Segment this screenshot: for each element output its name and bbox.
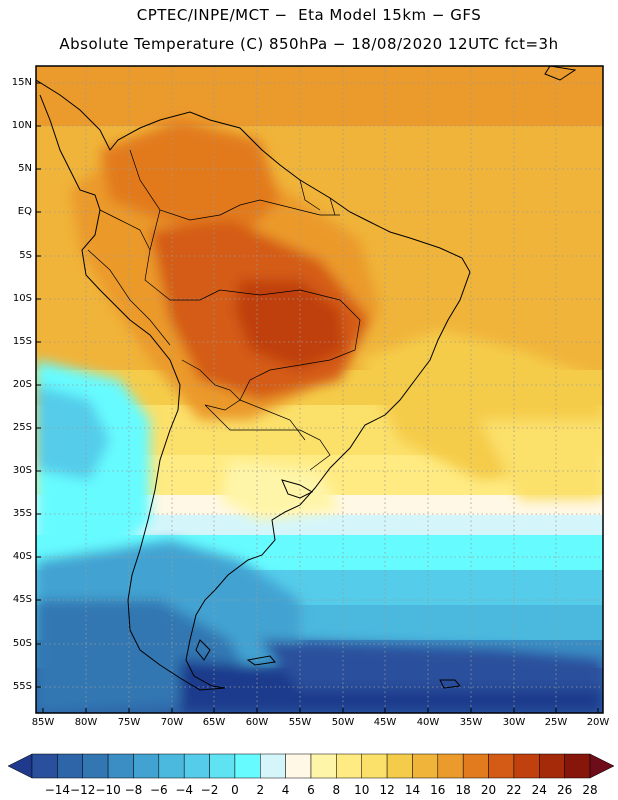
- lat-label: 15S: [12, 336, 32, 347]
- lon-label: 60W: [245, 717, 269, 728]
- colorbar-swatch: [437, 753, 464, 779]
- colorbar-tick-label: 22: [506, 783, 522, 797]
- colorbar-tick-label: −4: [175, 783, 194, 797]
- lon-label: 35W: [459, 717, 483, 728]
- colorbar-swatch: [564, 753, 591, 779]
- lat-label: 10S: [12, 293, 32, 304]
- lat-label: 15N: [11, 77, 32, 88]
- lon-label: 80W: [74, 717, 98, 728]
- country-borders: [87, 149, 361, 471]
- lat-label: 40S: [12, 551, 32, 562]
- map-title-line2: Absolute Temperature (C) 850hPa − 18/08/…: [59, 35, 559, 53]
- colorbar-tick-label: −6: [149, 783, 168, 797]
- tick-marks: [36, 82, 599, 713]
- colorbar-swatch: [285, 753, 312, 779]
- colorbar-swatch: [209, 753, 236, 779]
- lon-label: 85W: [31, 717, 55, 728]
- colorbar-tick-label: 20: [480, 783, 497, 797]
- lon-label: 55W: [288, 717, 312, 728]
- colorbar-swatch: [336, 753, 362, 779]
- colorbar-tick-label: 14: [404, 783, 421, 797]
- lon-label: 25W: [544, 717, 568, 728]
- colorbar-tick-label: 18: [455, 783, 471, 797]
- map-title-line1: CPTEC/INPE/MCT − Eta Model 15km − GFS: [136, 6, 482, 24]
- colorbar-tick-label: −2: [200, 783, 219, 797]
- colorbar-tick-label: −10: [95, 783, 121, 797]
- lat-label: 50S: [12, 638, 32, 649]
- lat-label: EQ: [17, 206, 32, 217]
- colorbar-swatch: [462, 753, 489, 779]
- colorbar-min-arrow: [7, 753, 33, 779]
- colorbar-swatch: [310, 753, 337, 779]
- colorbar-swatch: [361, 753, 388, 779]
- colorbar-tick-label: 16: [430, 783, 446, 797]
- graticule: [36, 66, 603, 713]
- colorbar-swatch: [234, 753, 261, 779]
- colorbar-tick-label: 10: [354, 783, 370, 797]
- lat-label: 25S: [12, 422, 32, 433]
- colorbar-swatch: [107, 753, 134, 779]
- coastlines: [36, 66, 577, 691]
- lon-label: 70W: [160, 717, 184, 728]
- colorbar: [7, 753, 615, 779]
- colorbar-swatch: [133, 753, 160, 779]
- lon-label: 45W: [373, 717, 397, 728]
- colorbar-tick-label: 6: [307, 783, 315, 797]
- colorbar-tick-label: −8: [124, 783, 143, 797]
- colorbar-max-arrow: [589, 753, 615, 779]
- lat-label: 5N: [18, 163, 32, 174]
- colorbar-tick-label: 8: [332, 783, 341, 797]
- lon-label: 65W: [202, 717, 226, 728]
- colorbar-tick-label: 0: [231, 783, 239, 797]
- colorbar-swatch: [412, 753, 439, 779]
- colorbar-tick-label: −12: [70, 783, 96, 797]
- colorbar-swatch: [183, 753, 210, 779]
- colorbar-tick-label: 26: [556, 783, 573, 797]
- lon-label: 30W: [502, 717, 526, 728]
- temperature-field: [36, 66, 603, 713]
- lon-label: 75W: [117, 717, 141, 728]
- colorbar-swatch: [158, 753, 185, 779]
- lat-label: 5S: [19, 250, 32, 261]
- colorbar-tick-label: −14: [44, 783, 71, 797]
- colorbar-swatch: [513, 753, 540, 779]
- lat-label: 45S: [12, 594, 32, 605]
- lat-label: 20S: [12, 379, 32, 390]
- colorbar-swatch: [260, 753, 286, 779]
- colorbar-swatch: [488, 753, 515, 779]
- lat-label: 55S: [12, 681, 32, 692]
- colorbar-swatch: [82, 753, 109, 779]
- lat-label: 30S: [12, 465, 32, 476]
- lat-label: 10N: [11, 120, 32, 131]
- colorbar-tick-label: 28: [582, 783, 598, 797]
- lon-label: 50W: [331, 717, 355, 728]
- colorbar-tick-label: 24: [531, 783, 547, 797]
- lon-label: 20W: [586, 717, 610, 728]
- colorbar-tick-label: 12: [379, 783, 395, 797]
- plot-frame: [35, 65, 604, 714]
- colorbar-swatch: [57, 753, 83, 779]
- colorbar-swatch: [386, 753, 413, 779]
- colorbar-tick-label: 2: [256, 783, 265, 797]
- colorbar-tick-label: 4: [281, 783, 290, 797]
- lon-label: 40W: [416, 717, 440, 728]
- colorbar-swatch: [539, 753, 565, 779]
- colorbar-swatch: [31, 753, 58, 779]
- lat-label: 35S: [12, 508, 32, 519]
